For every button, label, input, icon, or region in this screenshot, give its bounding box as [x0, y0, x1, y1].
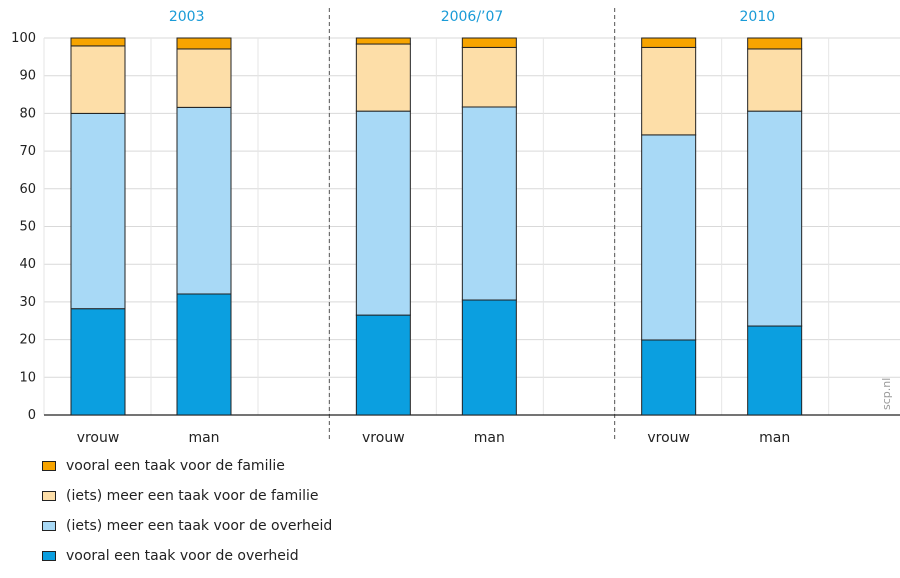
- x-tick-label: man: [474, 430, 505, 446]
- legend-swatch: [42, 461, 56, 471]
- bar-segment-2003-vrouw-1: [70, 112, 126, 310]
- watermark-text: scp.nl: [880, 378, 893, 410]
- bar-segment-200607-vrouw-3: [355, 37, 411, 45]
- x-tick-label: man: [188, 430, 219, 446]
- y-tick-label: 50: [19, 220, 36, 235]
- bar-segment-2010-man-3: [747, 37, 803, 50]
- y-tick-label: 60: [19, 182, 36, 197]
- legend-label: (iets) meer een taak voor de overheid: [66, 518, 333, 534]
- bar-segment-200607-man-1: [461, 106, 517, 301]
- y-tick-label: 30: [19, 295, 36, 310]
- y-tick-label: 90: [19, 69, 36, 84]
- group-label-0: 2003: [169, 9, 205, 25]
- y-tick-label: 20: [19, 333, 36, 348]
- y-tick-label: 100: [11, 31, 36, 46]
- bar-segment-200607-man-0: [461, 299, 517, 416]
- stacked-bar-chart: 0 10 20 30 40 50 60 70 80 90 100 2003 vrouw man 2006/’…: [11, 8, 900, 446]
- bar-segment-2010-vrouw-1: [641, 134, 697, 341]
- legend-item: (iets) meer een taak voor de familie: [42, 488, 332, 504]
- bar-segment-200607-vrouw-1: [355, 110, 411, 316]
- legend-label: vooral een taak voor de overheid: [66, 548, 299, 564]
- bar-segment-2003-man-1: [176, 106, 232, 295]
- x-tick-label: vrouw: [77, 430, 120, 446]
- y-tick-label: 80: [19, 106, 36, 121]
- bar-segment-2010-man-0: [747, 325, 803, 416]
- bar-segment-2003-vrouw-3: [70, 37, 126, 47]
- y-tick-label: 10: [19, 370, 36, 385]
- bar-segment-2003-vrouw-2: [70, 45, 126, 114]
- y-tick-label: 40: [19, 257, 36, 272]
- legend: vooral een taak voor de familie (iets) me…: [42, 458, 332, 578]
- bar-segment-2010-man-2: [747, 48, 803, 112]
- y-tick-label: 0: [28, 408, 36, 423]
- bar-segment-2003-man-0: [176, 293, 232, 416]
- legend-swatch: [42, 551, 56, 561]
- bar-segment-2010-man-1: [747, 110, 803, 327]
- group-label-2: 2010: [740, 9, 776, 25]
- legend-swatch: [42, 521, 56, 531]
- bar-segment-2003-man-2: [176, 48, 232, 108]
- legend-item: (iets) meer een taak voor de overheid: [42, 518, 332, 534]
- bar-segment-2003-vrouw-0: [70, 308, 126, 416]
- bar-segment-200607-vrouw-2: [355, 43, 411, 112]
- bar-segment-200607-man-3: [461, 37, 517, 48]
- legend-label: (iets) meer een taak voor de familie: [66, 488, 319, 504]
- bar-segment-200607-man-2: [461, 46, 517, 108]
- x-tick-label: man: [759, 430, 790, 446]
- bar-segment-2010-vrouw-0: [641, 339, 697, 416]
- x-tick-label: vrouw: [362, 430, 405, 446]
- legend-item: vooral een taak voor de overheid: [42, 548, 332, 564]
- bar-segment-2010-vrouw-2: [641, 46, 697, 136]
- bar-segment-200607-vrouw-0: [355, 314, 411, 416]
- bar-segment-2003-man-3: [176, 37, 232, 50]
- legend-item: vooral een taak voor de familie: [42, 458, 332, 474]
- legend-label: vooral een taak voor de familie: [66, 458, 285, 474]
- group-label-1: 2006/’07: [441, 9, 504, 25]
- bar-segment-2010-vrouw-3: [641, 37, 697, 48]
- legend-swatch: [42, 491, 56, 501]
- x-tick-label: vrouw: [647, 430, 690, 446]
- y-tick-label: 70: [19, 144, 36, 159]
